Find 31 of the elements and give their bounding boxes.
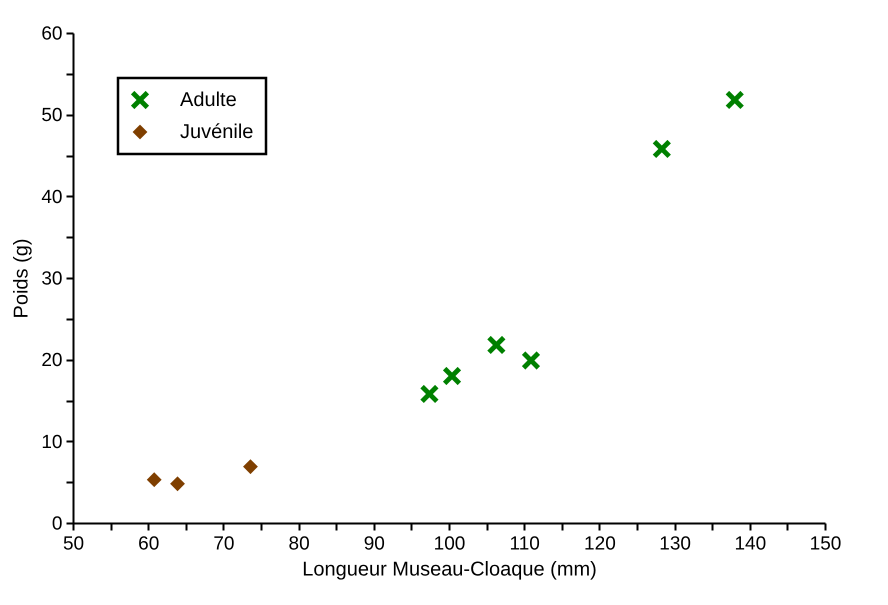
x-tick-label: 80	[288, 534, 310, 554]
x-tick-label: 60	[138, 534, 160, 554]
legend-label: Juvénile	[180, 121, 254, 143]
point	[487, 336, 506, 354]
y-tick-label: 30	[41, 268, 62, 290]
legend-label: Adulte	[180, 89, 237, 111]
point	[170, 476, 185, 492]
x-tick-label: 120	[584, 534, 616, 554]
x-tick-label: 130	[659, 534, 691, 554]
x-tick-label: 70	[213, 534, 234, 554]
x-tick-label: 100	[434, 534, 466, 554]
point	[243, 459, 258, 474]
point	[146, 472, 162, 488]
x-tick-label: 110	[510, 534, 540, 554]
y-tick-label: 0	[52, 514, 62, 534]
point	[442, 366, 462, 386]
y-tick-label: 60	[41, 24, 62, 44]
x-axis-title: Longueur Museau-Cloaque (mm)	[302, 558, 597, 580]
x-tick-label: 90	[364, 534, 385, 554]
y-tick-label: 10	[41, 432, 62, 453]
y-tick-label: 20	[41, 350, 62, 372]
point	[420, 384, 439, 404]
y-axis-title: Poids (g)	[10, 238, 32, 319]
y-tick-label: 50	[41, 105, 62, 126]
x-tick-label: 150	[810, 534, 842, 554]
point	[726, 90, 744, 110]
x-tick-label: 140	[734, 534, 766, 554]
y-tick-label: 40	[41, 186, 62, 208]
point	[652, 140, 671, 158]
point	[522, 351, 540, 370]
x-tick-label: 50	[62, 534, 84, 554]
